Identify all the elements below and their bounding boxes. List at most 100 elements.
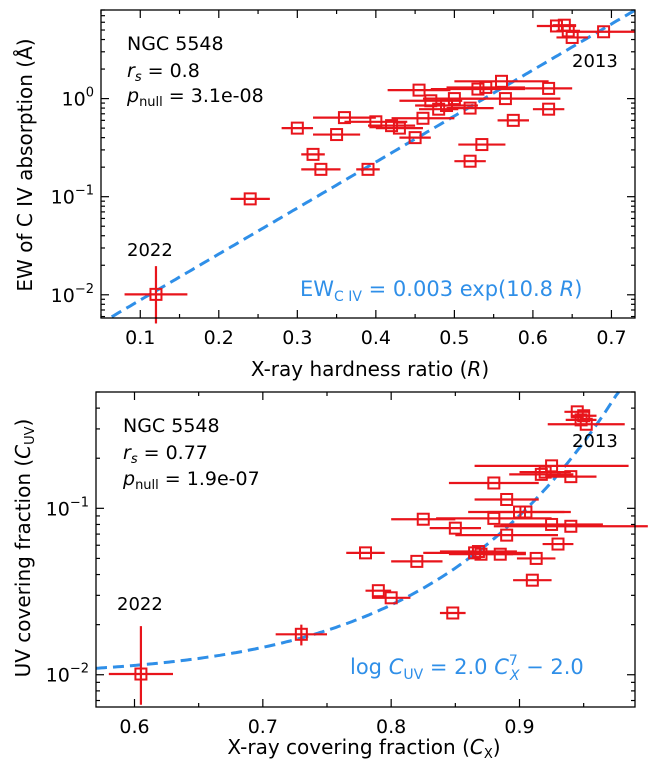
point-marker: [432, 102, 446, 116]
data-point: [547, 417, 625, 431]
data-point: [429, 521, 481, 535]
point-marker: [525, 573, 539, 587]
data-point: [448, 476, 539, 490]
bottom-object-name: NGC 5548: [123, 415, 220, 437]
point-marker: [149, 287, 163, 301]
data-point: [570, 409, 597, 423]
data-point: [391, 111, 455, 125]
bottom-label-2022: 2022: [117, 594, 163, 615]
point-marker: [529, 551, 543, 565]
bottom-axes-frame: [95, 391, 636, 708]
point-marker: [487, 476, 501, 490]
point-marker: [416, 512, 430, 526]
data-point: [493, 519, 648, 533]
bottom-fit-equation: log CUV = 2.0 C7 X − 2.0: [350, 653, 584, 684]
top-axes-frame: [100, 9, 636, 319]
point-marker: [359, 546, 372, 560]
top-rs-text: rs = 0.8: [127, 60, 200, 85]
data-point: [375, 121, 423, 135]
point-marker: [361, 162, 375, 176]
point-marker: [500, 528, 514, 542]
data-point: [446, 101, 494, 115]
bottom-label-2013: 2013: [572, 431, 618, 452]
point-marker: [290, 121, 304, 135]
top-data-points: [124, 18, 635, 324]
data-point: [368, 119, 416, 133]
data-point: [301, 162, 341, 176]
point-marker: [519, 505, 533, 519]
top-x-axis-label: X-ray hardness ratio (R): [251, 357, 489, 381]
bottom-ticks: [96, 391, 635, 707]
bottom-y-axis-label: UV covering fraction (CUV): [11, 419, 38, 678]
bottom-rs-text: rs = 0.77: [123, 442, 208, 467]
data-point: [439, 606, 466, 620]
point-marker: [577, 409, 591, 423]
top-label-2022: 2022: [127, 240, 173, 261]
point-marker: [551, 537, 565, 551]
data-point: [275, 624, 327, 646]
data-point: [346, 546, 385, 560]
data-point: [542, 537, 574, 551]
point-marker: [134, 667, 148, 681]
bottom-pnull-text: pnull = 1.9e-07: [122, 468, 260, 493]
x-tick-label: 0.9: [504, 716, 534, 738]
data-point: [415, 99, 478, 113]
point-marker: [463, 101, 477, 115]
data-point: [516, 551, 556, 565]
point-marker: [371, 584, 385, 598]
y-tick-label: 10−2: [51, 282, 94, 307]
top-pnull-text: pnull = 3.1e-08: [126, 85, 264, 110]
top-fit-equation: EWC IV = 0.003 exp(10.8 R): [300, 277, 582, 305]
data-point: [313, 128, 361, 142]
data-point: [371, 591, 411, 605]
panel-top: 0.1 0.2 0.3 0.4 0.5 0.6 0.7 10−2 10−1 100 X-ray …: [13, 8, 636, 381]
data-point: [391, 554, 443, 568]
point-marker: [564, 470, 578, 484]
point-marker: [498, 92, 512, 106]
data-point: [108, 626, 173, 705]
data-point: [509, 467, 574, 481]
point-marker: [471, 82, 485, 96]
top-label-2013: 2013: [572, 51, 618, 72]
data-point: [513, 573, 552, 587]
point-marker: [542, 81, 556, 95]
bottom-x-tick-labels: 0.6 0.7 0.8 0.9: [119, 716, 534, 738]
point-marker: [410, 554, 424, 568]
point-marker: [306, 147, 320, 161]
point-marker: [330, 128, 344, 142]
bottom-data-points: [108, 405, 648, 705]
x-tick-label: 0.5: [439, 327, 469, 349]
data-point: [230, 192, 270, 206]
point-marker: [475, 138, 489, 152]
data-point: [313, 111, 376, 125]
data-point: [474, 459, 629, 473]
y-tick-label: 100: [62, 86, 94, 111]
data-point: [545, 470, 597, 484]
data-point: [430, 82, 526, 96]
bottom-fit-curve: [95, 391, 620, 670]
point-marker: [384, 591, 398, 605]
point-marker: [463, 154, 477, 168]
data-point: [487, 505, 565, 519]
data-point: [474, 492, 539, 506]
data-point: [455, 528, 558, 542]
data-point: [124, 266, 188, 324]
point-marker: [448, 521, 462, 535]
data-point: [301, 147, 325, 161]
point-marker: [534, 467, 548, 481]
data-point: [474, 547, 526, 561]
top-y-axis-label: EW of C IV absorption (Å): [13, 38, 37, 291]
bottom-x-axis-label: X-ray covering fraction (CX): [227, 735, 500, 762]
point-marker: [294, 627, 308, 641]
top-object-name: NGC 5548: [127, 33, 224, 55]
point-marker: [314, 162, 328, 176]
point-marker: [385, 119, 399, 133]
point-marker: [545, 459, 559, 473]
y-tick-label: 10−1: [51, 184, 94, 209]
x-tick-label: 0.2: [204, 327, 234, 349]
point-marker: [408, 131, 422, 145]
point-marker: [392, 121, 406, 135]
x-tick-label: 0.1: [125, 327, 155, 349]
top-ticks: [100, 9, 635, 318]
